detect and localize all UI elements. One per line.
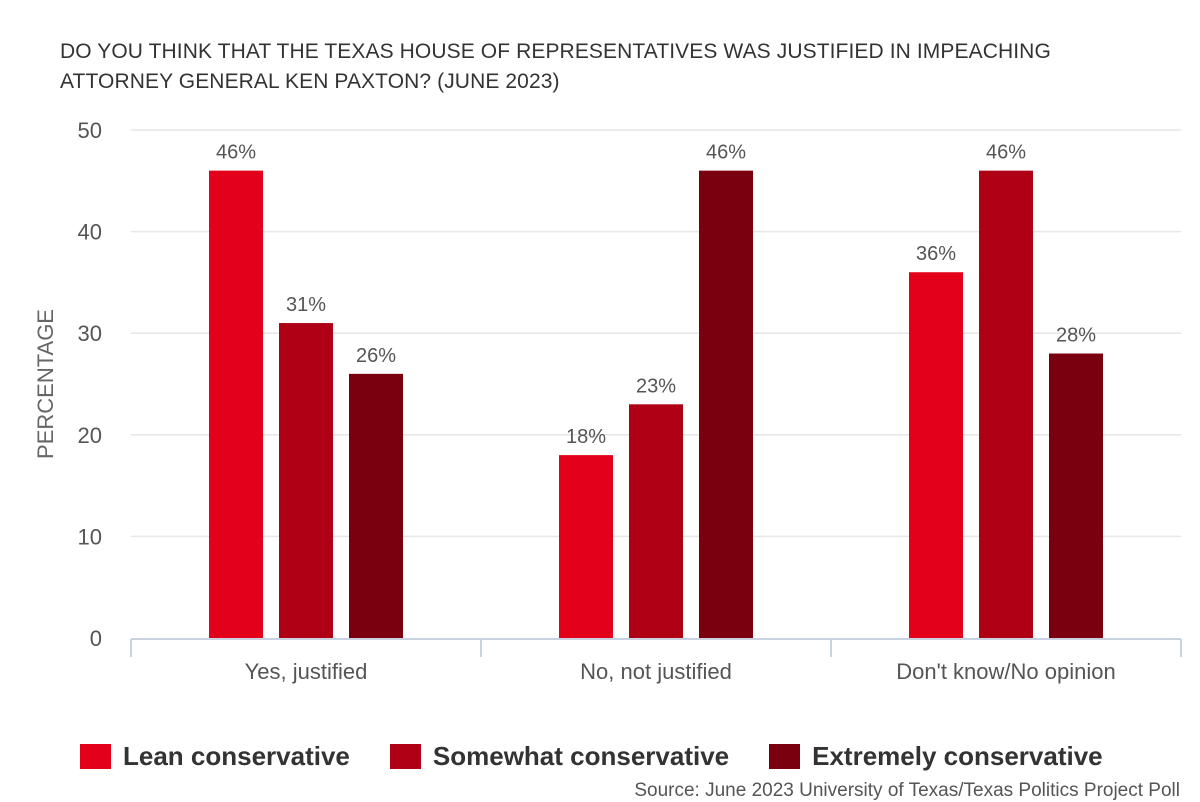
data-label: 36%: [916, 243, 956, 265]
y-tick-label: 0: [90, 626, 102, 651]
data-label: 23%: [636, 375, 676, 397]
x-tick-label: No, not justified: [580, 659, 732, 684]
source-note: Source: June 2023 University of Texas/Te…: [634, 780, 1180, 801]
legend-label-extremely: Extremely conservative: [812, 741, 1103, 771]
legend-item-extremely: Extremely conservative: [769, 741, 1103, 772]
bar: [979, 170, 1033, 638]
chart-title: DO YOU THINK THAT THE TEXAS HOUSE OF REP…: [60, 37, 1140, 97]
bar: [909, 272, 963, 638]
legend-item-somewhat: Somewhat conservative: [389, 741, 730, 772]
chart-title-line-2: ATTORNEY GENERAL KEN PAXTON? (JUNE 2023): [60, 70, 560, 93]
bar: [349, 373, 403, 638]
legend-label-lean: Lean conservative: [123, 741, 350, 771]
y-axis-label: PERCENTAGE: [33, 309, 58, 459]
x-tick-label: Yes, justified: [245, 659, 368, 684]
legend-swatch-lean: [80, 744, 111, 769]
bar: [1049, 353, 1103, 638]
legend-item-lean: Lean conservative: [80, 741, 350, 772]
legend-swatch-extremely: [769, 744, 801, 769]
data-label: 46%: [706, 142, 746, 164]
data-label: 46%: [216, 142, 256, 164]
legend-label-somewhat: Somewhat conservative: [432, 741, 730, 771]
data-label: 31%: [286, 294, 326, 316]
y-tick-label: 50: [78, 118, 102, 143]
chart-title-line-1: DO YOU THINK THAT THE TEXAS HOUSE OF REP…: [60, 40, 1051, 63]
data-label: 18%: [566, 426, 606, 448]
bar: [279, 323, 333, 638]
data-label: 26%: [356, 345, 396, 367]
data-label: 28%: [1056, 325, 1096, 347]
y-tick-label: 30: [78, 321, 102, 346]
legend-swatch-somewhat: [389, 744, 421, 769]
y-tick-label: 40: [78, 220, 102, 245]
bar: [209, 170, 263, 638]
bar: [699, 170, 753, 638]
x-tick-label: Don't know/No opinion: [896, 659, 1115, 684]
chart-legend: Lean conservative Somewhat conservative …: [80, 741, 1103, 772]
y-tick-label: 10: [78, 524, 102, 549]
bar: [629, 404, 683, 638]
y-tick-label: 20: [78, 423, 102, 448]
data-label: 46%: [986, 142, 1026, 164]
bar: [559, 455, 613, 638]
